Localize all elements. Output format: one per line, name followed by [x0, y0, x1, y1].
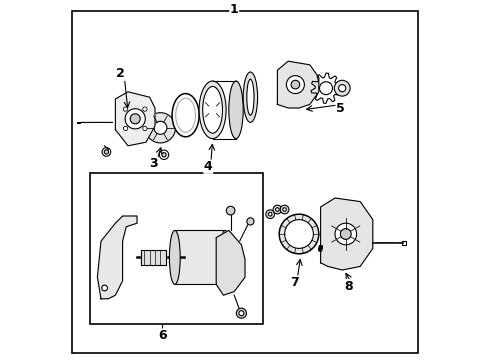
Ellipse shape: [172, 94, 199, 137]
Circle shape: [275, 208, 279, 211]
Text: 2: 2: [117, 67, 125, 80]
Text: 4: 4: [204, 160, 213, 173]
Bar: [77, 122, 80, 123]
Circle shape: [154, 121, 167, 134]
Circle shape: [319, 82, 333, 95]
Circle shape: [269, 212, 272, 216]
Circle shape: [226, 206, 235, 215]
Circle shape: [279, 214, 319, 254]
Bar: [402, 241, 406, 245]
Circle shape: [266, 210, 274, 219]
Circle shape: [123, 107, 128, 111]
Polygon shape: [320, 198, 373, 270]
Ellipse shape: [220, 230, 231, 284]
Circle shape: [102, 148, 111, 156]
Circle shape: [341, 229, 351, 239]
Circle shape: [273, 205, 282, 214]
Circle shape: [163, 177, 172, 186]
Ellipse shape: [170, 230, 180, 284]
Circle shape: [247, 218, 254, 225]
Polygon shape: [98, 216, 137, 299]
Ellipse shape: [176, 98, 196, 132]
Circle shape: [130, 114, 140, 124]
Polygon shape: [277, 61, 319, 108]
Circle shape: [145, 113, 175, 143]
Circle shape: [280, 205, 289, 214]
Bar: [175, 230, 225, 284]
Text: 8: 8: [344, 280, 353, 293]
Ellipse shape: [247, 79, 254, 115]
Text: 6: 6: [158, 329, 167, 342]
Text: 7: 7: [290, 276, 299, 289]
Circle shape: [335, 223, 357, 245]
Text: 5: 5: [336, 102, 345, 114]
Circle shape: [143, 107, 147, 111]
Circle shape: [334, 80, 350, 96]
Circle shape: [143, 126, 147, 131]
Circle shape: [125, 109, 145, 129]
Bar: [90, 173, 263, 324]
Circle shape: [286, 76, 304, 94]
Polygon shape: [216, 230, 245, 295]
Circle shape: [339, 85, 346, 92]
Polygon shape: [141, 250, 166, 265]
Polygon shape: [116, 92, 155, 146]
Circle shape: [285, 220, 314, 248]
Circle shape: [104, 150, 109, 154]
Circle shape: [236, 308, 246, 318]
Ellipse shape: [229, 81, 243, 139]
Circle shape: [123, 126, 128, 131]
Circle shape: [239, 311, 244, 316]
Circle shape: [319, 245, 326, 252]
Circle shape: [102, 285, 107, 291]
Ellipse shape: [199, 81, 226, 139]
Circle shape: [291, 80, 300, 89]
Circle shape: [159, 150, 169, 159]
Circle shape: [283, 208, 286, 211]
Text: 1: 1: [230, 3, 239, 15]
Circle shape: [166, 180, 170, 184]
Ellipse shape: [243, 72, 258, 122]
Circle shape: [162, 153, 166, 157]
Text: 3: 3: [149, 157, 157, 170]
Ellipse shape: [203, 86, 222, 133]
